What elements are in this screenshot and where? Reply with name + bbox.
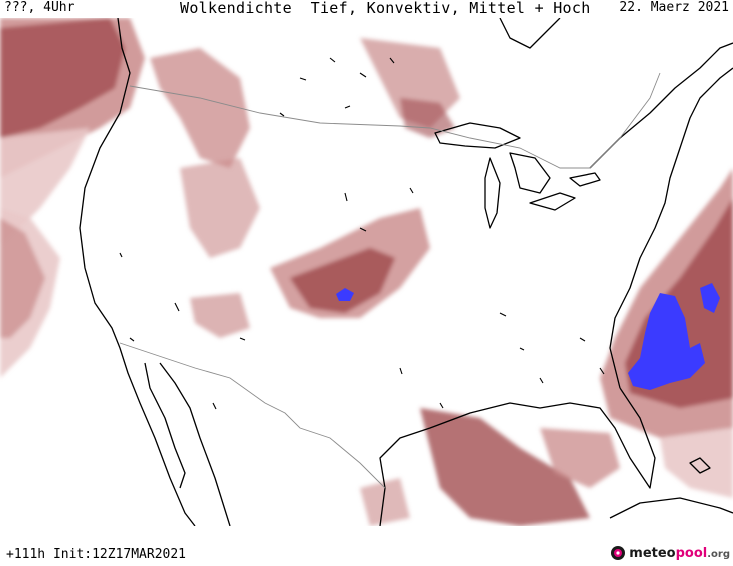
lake-ontario bbox=[569, 172, 601, 187]
cloud-pacific-sw-mid bbox=[0, 218, 45, 338]
cloud-pacific-nw-dense bbox=[0, 18, 125, 138]
coastlines bbox=[79, 18, 733, 526]
logo-text: meteopool.org bbox=[629, 545, 730, 561]
cloud-southwest-patch bbox=[190, 293, 250, 338]
coast-hudson bbox=[499, 18, 561, 49]
cloud-peak-areas bbox=[336, 283, 720, 390]
cloud-peak-central bbox=[336, 288, 354, 301]
coast-mexico-west bbox=[159, 362, 231, 526]
lake-huron bbox=[509, 152, 551, 194]
coast-gulf bbox=[379, 387, 656, 526]
cloud-nw-inland bbox=[150, 48, 250, 168]
cloud-great-lakes-west bbox=[400, 98, 455, 138]
cloud-rockies bbox=[180, 158, 260, 258]
cloud-florida-east bbox=[660, 428, 733, 498]
lake-michigan bbox=[484, 157, 501, 229]
cloud-peak-atlantic bbox=[628, 293, 705, 390]
cloud-central-dense bbox=[290, 248, 395, 313]
coast-baja bbox=[144, 362, 186, 489]
forecast-time-label: ???, 4Uhr bbox=[4, 0, 75, 15]
cloud-fields bbox=[0, 18, 733, 526]
border-us-mexico bbox=[119, 342, 386, 489]
coast-st-lawrence bbox=[589, 42, 733, 169]
cloud-mexico bbox=[360, 478, 410, 526]
forecast-date: 22. Maerz 2021 bbox=[619, 0, 729, 15]
lake-superior bbox=[434, 122, 521, 149]
cloud-density-map bbox=[0, 18, 733, 526]
cloud-gulf bbox=[420, 408, 590, 526]
borders bbox=[119, 72, 661, 489]
logo-icon bbox=[611, 546, 626, 560]
cloud-peak-atlantic-2 bbox=[700, 283, 720, 313]
coast-west bbox=[79, 18, 196, 526]
meteopool-logo[interactable]: meteopool.org bbox=[610, 545, 730, 561]
cloud-gulf-east bbox=[540, 428, 620, 488]
border-us-canada bbox=[129, 72, 661, 169]
lake-erie bbox=[529, 192, 576, 211]
coast-east bbox=[609, 67, 733, 389]
inland-water bbox=[119, 57, 605, 410]
coast-bahamas bbox=[689, 457, 711, 474]
coast-cuba bbox=[609, 497, 733, 519]
map-title: Wolkendichte Tief, Konvektiv, Mittel + H… bbox=[180, 0, 591, 17]
model-run-info: +111h Init:12Z17MAR2021 bbox=[6, 547, 187, 562]
